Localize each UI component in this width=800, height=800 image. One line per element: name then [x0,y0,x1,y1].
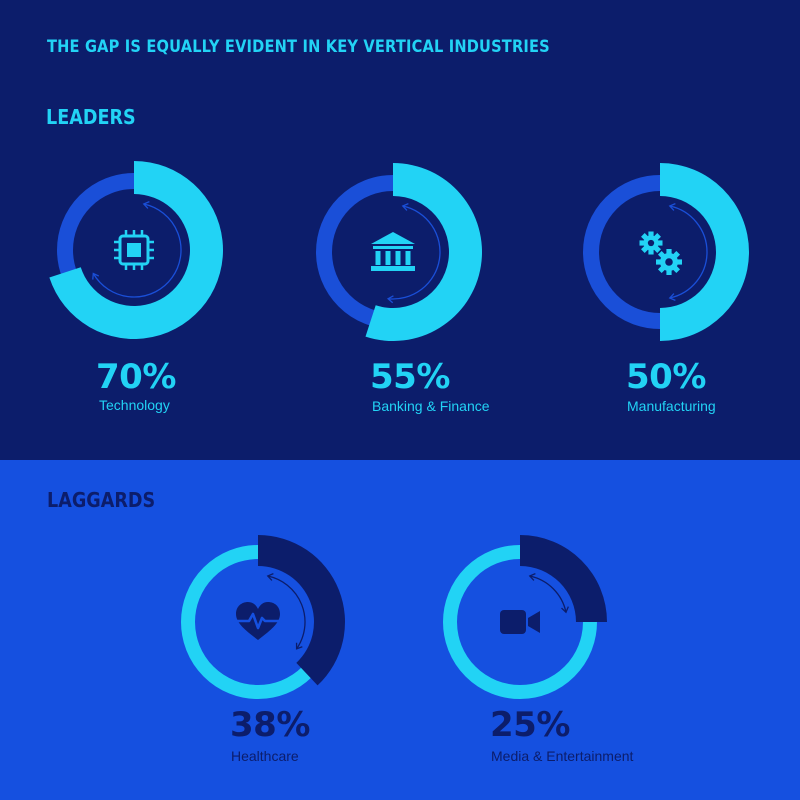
value-media-entertainment: 25% [490,705,570,745]
donut-value-segment [520,535,607,622]
leaders-section: THE GAP IS EQUALLY EVIDENT IN KEY VERTIC… [0,0,800,460]
gears-icon [639,231,682,275]
donut-manufacturing [583,163,749,341]
label-banking-finance: Banking & Finance [372,398,490,414]
value-healthcare: 38% [230,705,310,745]
donut-healthcare [181,535,345,699]
donut-value-segment [660,163,749,341]
video-camera-icon [500,610,540,634]
laggards-section: LAGGARDS 38% Healthcare 25% Media & Ente… [0,460,800,800]
label-healthcare: Healthcare [231,748,299,764]
donut-media-entertainment [443,535,607,699]
value-technology: 70% [96,357,176,397]
donut-value-segment [49,161,223,339]
bank-icon [371,232,415,271]
donut-technology [49,161,223,339]
chip-icon [114,230,154,270]
donut-value-segment [258,535,345,686]
value-manufacturing: 50% [626,357,706,397]
label-manufacturing: Manufacturing [627,398,716,414]
label-media-entertainment: Media & Entertainment [491,748,634,764]
label-technology: Technology [99,397,170,413]
donut-banking-finance [316,163,482,341]
donut-value-segment [365,163,482,341]
laggards-label: LAGGARDS [47,488,156,512]
value-banking-finance: 55% [370,357,450,397]
leaders-label: LEADERS [46,105,136,129]
heart-pulse-icon [234,602,282,640]
page-title: THE GAP IS EQUALLY EVIDENT IN KEY VERTIC… [47,37,550,57]
